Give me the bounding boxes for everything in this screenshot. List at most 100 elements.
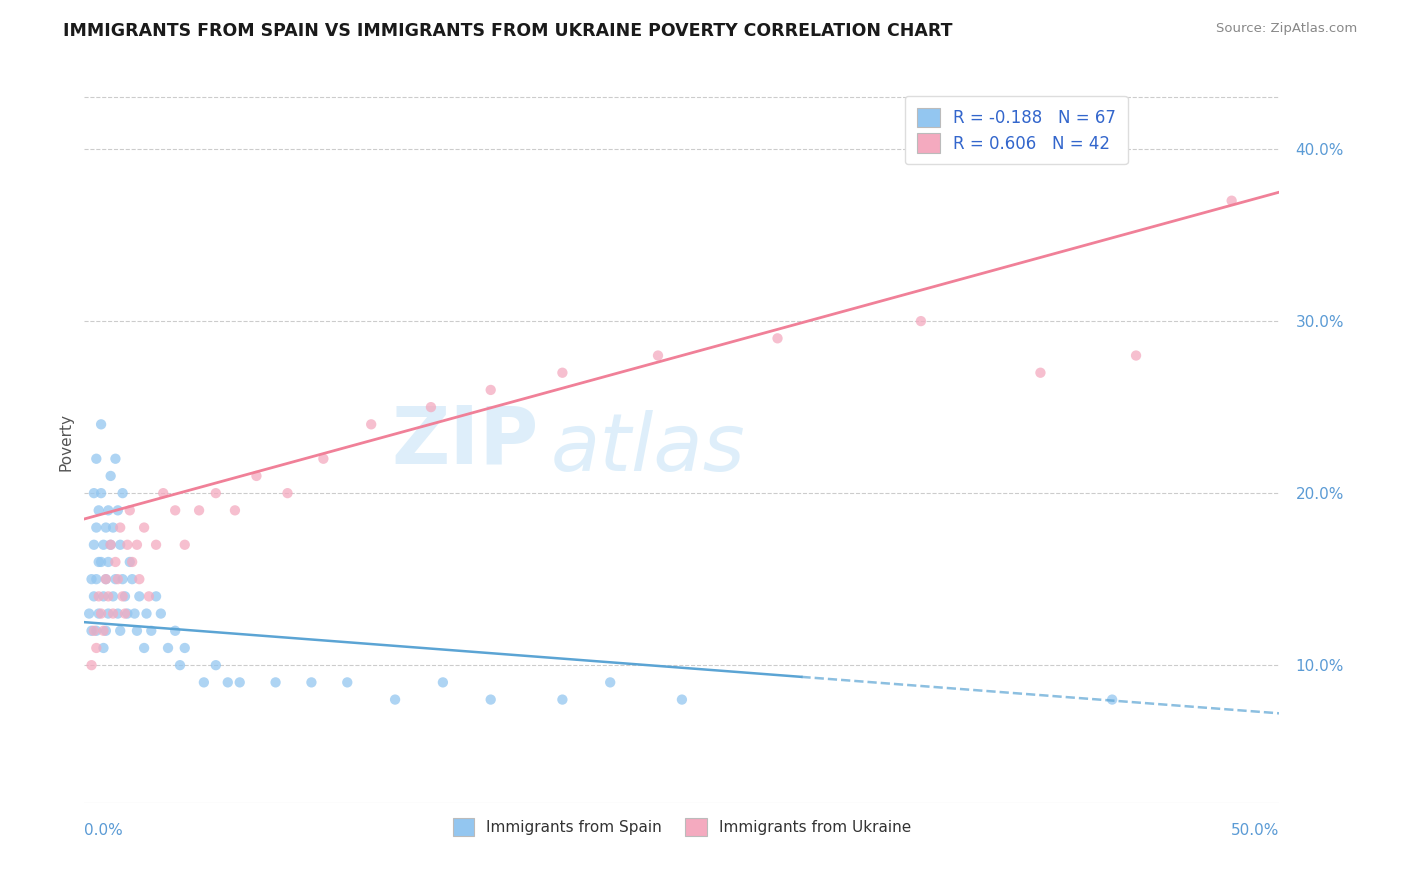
Point — [83, 590, 105, 604]
Point — [766, 331, 789, 345]
Point — [117, 538, 139, 552]
Point — [118, 503, 141, 517]
Point — [121, 555, 143, 569]
Point — [101, 607, 124, 621]
Point — [97, 555, 120, 569]
Point — [80, 624, 103, 638]
Point — [157, 640, 180, 655]
Point — [1029, 366, 1052, 380]
Point — [152, 486, 174, 500]
Point — [110, 520, 132, 534]
Point — [1101, 692, 1123, 706]
Point — [145, 538, 167, 552]
Text: 50.0%: 50.0% — [1232, 823, 1279, 838]
Point — [432, 675, 454, 690]
Point — [138, 590, 160, 604]
Point — [165, 624, 187, 638]
Point — [86, 640, 108, 655]
Point — [86, 624, 108, 638]
Point — [94, 572, 117, 586]
Point — [77, 607, 100, 621]
Point — [132, 640, 156, 655]
Point — [169, 658, 191, 673]
Point — [217, 675, 239, 690]
Text: ZIP: ZIP — [391, 402, 538, 481]
Point — [551, 692, 574, 706]
Point — [87, 503, 110, 517]
Point — [101, 520, 124, 534]
Point — [128, 590, 150, 604]
Point — [87, 607, 110, 621]
Point — [101, 590, 124, 604]
Point — [114, 590, 136, 604]
Point — [90, 607, 112, 621]
Point — [671, 692, 693, 706]
Point — [100, 538, 122, 552]
Point — [117, 607, 139, 621]
Legend: Immigrants from Spain, Immigrants from Ukraine: Immigrants from Spain, Immigrants from U… — [447, 813, 917, 842]
Point — [205, 486, 228, 500]
Point — [94, 520, 117, 534]
Point — [90, 417, 112, 432]
Point — [93, 624, 115, 638]
Point — [132, 520, 156, 534]
Point — [277, 486, 299, 500]
Point — [205, 658, 228, 673]
Point — [149, 607, 172, 621]
Point — [86, 572, 108, 586]
Point — [173, 640, 195, 655]
Point — [110, 538, 132, 552]
Point — [93, 538, 115, 552]
Point — [94, 572, 117, 586]
Point — [1125, 349, 1147, 363]
Point — [97, 590, 120, 604]
Point — [80, 572, 103, 586]
Point — [83, 624, 105, 638]
Point — [360, 417, 382, 432]
Text: atlas: atlas — [551, 409, 745, 488]
Point — [100, 469, 122, 483]
Point — [1220, 194, 1243, 208]
Point — [107, 572, 129, 586]
Point — [551, 366, 574, 380]
Point — [114, 607, 136, 621]
Point — [104, 555, 127, 569]
Point — [135, 607, 157, 621]
Point — [90, 555, 112, 569]
Point — [173, 538, 195, 552]
Point — [312, 451, 335, 466]
Text: Source: ZipAtlas.com: Source: ZipAtlas.com — [1216, 22, 1357, 36]
Point — [125, 624, 148, 638]
Point — [97, 607, 120, 621]
Point — [111, 590, 134, 604]
Point — [188, 503, 211, 517]
Point — [264, 675, 287, 690]
Point — [83, 486, 105, 500]
Point — [100, 538, 122, 552]
Point — [121, 572, 143, 586]
Point — [647, 349, 669, 363]
Point — [479, 692, 502, 706]
Point — [124, 607, 146, 621]
Point — [145, 590, 167, 604]
Point — [118, 555, 141, 569]
Point — [90, 486, 112, 500]
Point — [83, 538, 105, 552]
Point — [86, 451, 108, 466]
Point — [104, 451, 127, 466]
Point — [224, 503, 246, 517]
Text: IMMIGRANTS FROM SPAIN VS IMMIGRANTS FROM UKRAINE POVERTY CORRELATION CHART: IMMIGRANTS FROM SPAIN VS IMMIGRANTS FROM… — [63, 22, 953, 40]
Point — [87, 590, 110, 604]
Point — [301, 675, 323, 690]
Point — [479, 383, 502, 397]
Point — [128, 572, 150, 586]
Text: 0.0%: 0.0% — [84, 823, 124, 838]
Point — [245, 469, 267, 483]
Point — [93, 590, 115, 604]
Point — [141, 624, 163, 638]
Point — [599, 675, 621, 690]
Point — [93, 640, 115, 655]
Point — [94, 624, 117, 638]
Point — [229, 675, 252, 690]
Point — [86, 520, 108, 534]
